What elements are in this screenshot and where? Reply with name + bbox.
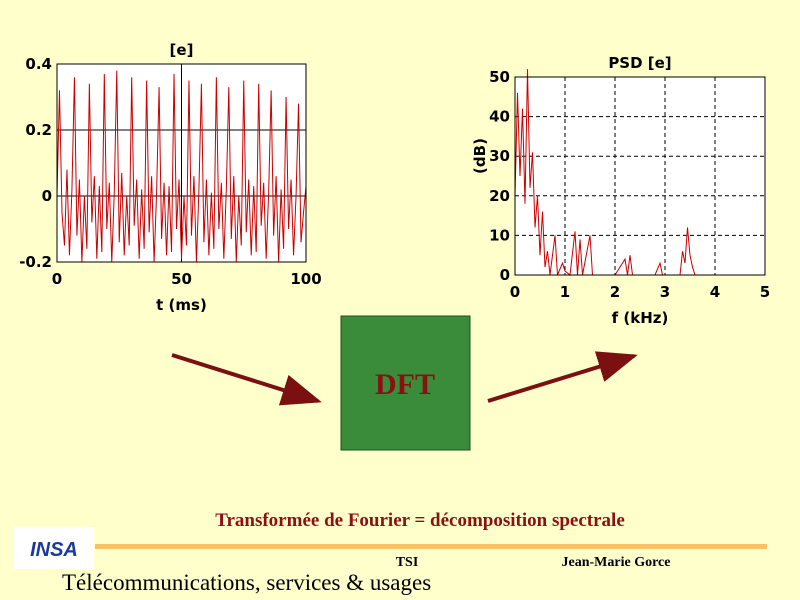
arrow [171,353,322,406]
caption: Transformée de Fourier = décomposition s… [215,510,625,531]
y-tick-label: 10 [489,226,510,244]
logo: INSA [30,539,78,561]
y-tick-label: 0.2 [25,121,52,139]
data-line [514,69,765,276]
data-line [56,70,307,263]
y-tick-label: -0.2 [19,253,52,271]
x-tick-label: 2 [610,283,620,301]
x-axis-label: f (kHz) [612,309,669,327]
chart-title: [e] [170,41,194,59]
y-tick-label: 30 [489,147,510,165]
x-tick-label: 4 [710,283,720,301]
x-axis-label: t (ms) [156,296,207,314]
x-tick-label: 0 [510,283,520,301]
footer-author: Jean-Marie Gorce [562,555,671,570]
y-tick-label: 20 [489,187,510,205]
y-tick-label: 0 [42,187,52,205]
x-tick-label: 5 [760,283,770,301]
y-tick-label: 0.4 [25,55,52,73]
footer-center: TSI [396,555,419,570]
plot-frame [56,63,307,263]
y-axis-label: (dB) [471,138,489,174]
x-tick-label: 100 [290,270,321,288]
x-tick-label: 0 [52,270,62,288]
x-tick-label: 1 [560,283,570,301]
x-tick-label: 50 [171,270,192,288]
arrow [487,351,638,403]
y-tick-label: 40 [489,108,510,126]
y-tick-label: 50 [489,68,510,86]
dft-label: DFT [375,368,435,401]
x-tick-label: 3 [660,283,670,301]
footer-title: Télécommunications, services & usages [62,570,431,595]
logo-box [14,527,94,569]
chart-title: PSD [e] [608,54,671,72]
plot-area [515,77,765,275]
y-tick-label: 0 [500,266,510,284]
footer-rule [95,544,767,549]
plot-frame [514,76,766,276]
dft-box [340,315,471,451]
